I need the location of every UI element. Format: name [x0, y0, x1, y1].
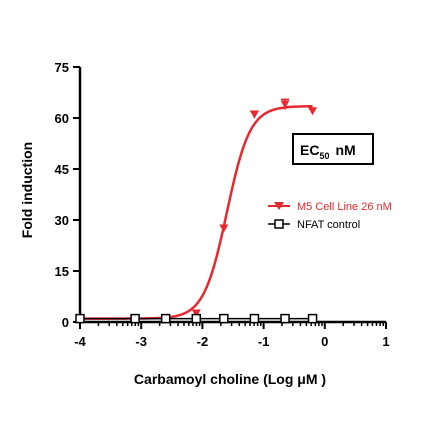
data-point-m5	[249, 110, 259, 119]
fit-curves	[80, 104, 313, 320]
data-point-nfat	[307, 313, 318, 324]
x-axis-title: Carbamoyl choline (Log μM )	[134, 371, 326, 387]
ec50-label-main: EC	[300, 142, 319, 158]
y-tick-label: 30	[55, 213, 69, 228]
legend-label-nfat: NFAT control	[297, 219, 360, 231]
ec50-label: EC50 nM	[300, 142, 356, 161]
axes	[78, 67, 386, 324]
x-tick-label: -3	[135, 334, 147, 349]
data-point-nfat	[249, 313, 260, 324]
x-tick-label: 0	[321, 334, 328, 349]
legend-marker-m5	[274, 202, 284, 210]
x-tick-label: -2	[197, 334, 209, 349]
y-tick-label: 60	[55, 111, 69, 126]
ec50-label-sub: 50	[319, 151, 329, 161]
y-tick-label: 45	[55, 162, 69, 177]
legend-label-m5: M5 Cell Line 26 nM	[297, 201, 392, 213]
ec50-label-unit: nM	[335, 142, 355, 158]
y-tick-label: 0	[62, 315, 69, 330]
ec50-annotation: EC50 nM	[292, 133, 374, 165]
data-point-nfat	[130, 313, 140, 324]
data-point-nfat	[191, 313, 202, 324]
y-axis-title: Fold induction	[19, 142, 35, 238]
legend-item-m5: M5 Cell Line 26 nM	[268, 201, 392, 213]
data-point-nfat	[219, 313, 229, 324]
data-point-nfat	[75, 313, 85, 324]
x-tick-label: -1	[258, 334, 270, 349]
ec50-box	[292, 133, 374, 165]
data-point-m5	[191, 309, 201, 318]
x-tick-label: -4	[74, 334, 86, 349]
y-tick-label: 15	[55, 264, 69, 279]
x-tick-label: 1	[382, 334, 389, 349]
legend-item-nfat: NFAT control	[268, 219, 360, 231]
x-axis-ticks: -4 -3 -2 -1 0 1	[74, 322, 390, 349]
data-point-nfat	[280, 313, 290, 324]
fit-curve-0	[80, 104, 313, 320]
data-points	[75, 98, 318, 324]
data-point-m5	[308, 107, 318, 116]
data-point-m5	[280, 100, 290, 109]
y-tick-label: 75	[55, 60, 69, 75]
data-point-m5	[219, 224, 229, 233]
data-point-nfat	[160, 313, 171, 324]
legend: M5 Cell Line 26 nM NFAT control	[268, 201, 392, 231]
y-axis-ticks: 0 15 30 45 60 75	[55, 60, 80, 330]
legend-marker-nfat	[274, 219, 284, 229]
